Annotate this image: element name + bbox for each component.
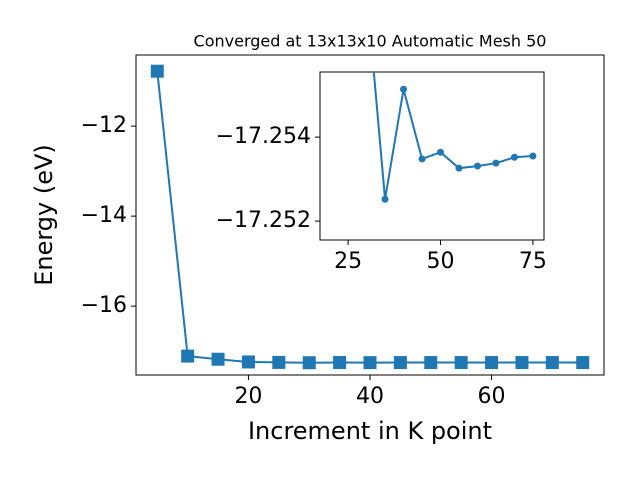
marker <box>333 356 347 370</box>
x-tick-label: 60 <box>478 384 506 409</box>
chart-title: Converged at 13x13x10 Automatic Mesh 50 <box>194 32 547 51</box>
marker <box>576 356 590 370</box>
x-tick-label: 25 <box>334 249 362 274</box>
marker <box>302 356 316 370</box>
marker <box>393 356 407 370</box>
marker <box>211 352 225 366</box>
marker <box>381 195 389 203</box>
marker <box>424 356 438 370</box>
plot-content <box>372 72 537 203</box>
x-tick-label: 20 <box>234 384 262 409</box>
y-tick-label: −16 <box>81 293 127 318</box>
y-tick-label: −12 <box>81 113 127 138</box>
marker <box>272 355 286 369</box>
x-tick-label: 75 <box>519 249 547 274</box>
y-tick-label: −17.254 <box>216 124 311 149</box>
series-line <box>372 72 533 200</box>
marker <box>418 155 426 163</box>
marker <box>545 356 559 370</box>
x-tick-label: 40 <box>356 384 384 409</box>
marker <box>400 85 408 93</box>
marker <box>492 159 500 167</box>
marker <box>515 356 529 370</box>
y-axis-label: Energy (eV) <box>30 144 58 286</box>
x-tick-label: 50 <box>427 249 455 274</box>
marker <box>181 349 195 363</box>
marker <box>241 355 255 369</box>
marker <box>485 356 499 370</box>
marker <box>473 162 481 170</box>
marker <box>437 148 445 156</box>
y-tick-label: −17.252 <box>216 208 311 233</box>
marker <box>454 356 468 370</box>
marker <box>363 356 377 370</box>
marker <box>510 153 518 161</box>
marker <box>455 164 463 172</box>
marker <box>529 152 537 160</box>
marker <box>150 64 164 78</box>
x-axis-label: Increment in K point <box>248 417 492 445</box>
plot-content <box>150 64 590 370</box>
y-tick-label: −14 <box>81 203 127 228</box>
